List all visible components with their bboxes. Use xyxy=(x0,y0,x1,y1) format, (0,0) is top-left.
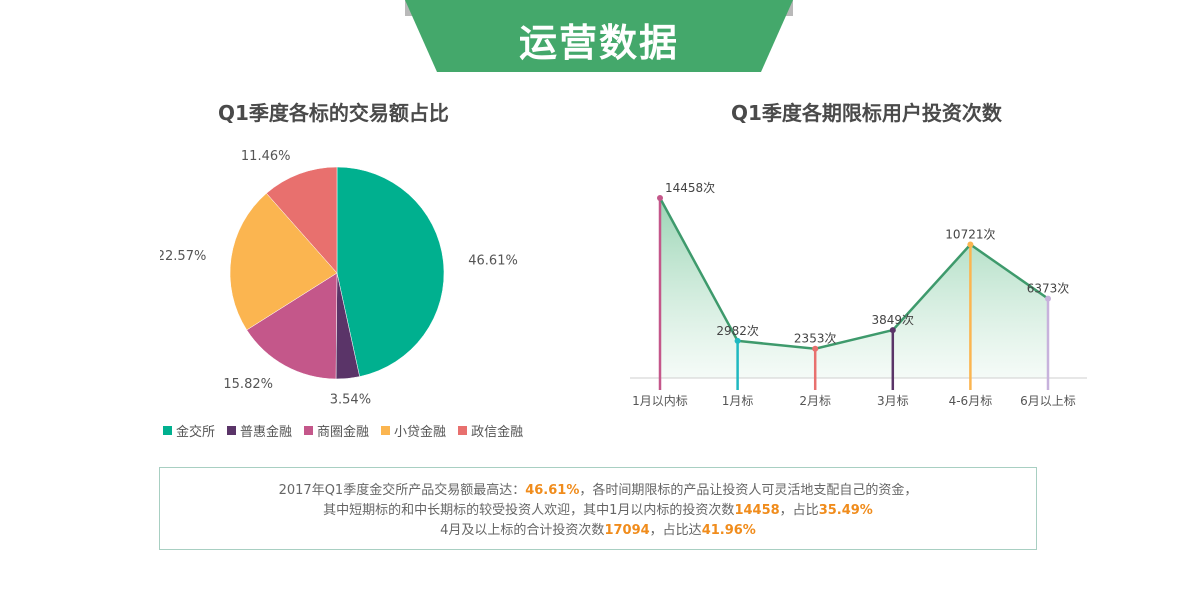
summary-text: 2017年Q1季度金交所产品交易额最高达： xyxy=(278,483,526,498)
summary-text: ，各时间期限标的产品让投资人可灵活地支配自己的资金， xyxy=(579,483,918,498)
legend-label: 普惠金融 xyxy=(240,425,293,440)
legend-swatch xyxy=(227,426,237,435)
summary-line-1: 2017年Q1季度金交所产品交易额最高达：46.61%，各时间期限标的产品让投资… xyxy=(160,481,1036,501)
data-point xyxy=(1045,295,1051,302)
legend-item: 小贷金融 xyxy=(381,421,446,440)
data-point xyxy=(889,327,896,334)
banner-shape xyxy=(405,0,793,72)
summary-highlight: 35.49% xyxy=(818,503,873,518)
x-tick-label: 6月以上标 xyxy=(1020,394,1076,408)
data-label: 6373次 xyxy=(1027,282,1070,296)
data-label: 2353次 xyxy=(794,332,837,346)
legend-item: 商圈金融 xyxy=(304,421,369,440)
pie-data-label: 15.82% xyxy=(223,377,273,392)
legend-label: 政信金融 xyxy=(471,425,524,440)
x-tick-label: 1月标 xyxy=(722,394,754,408)
legend-swatch xyxy=(458,426,468,435)
legend-item: 政信金融 xyxy=(458,421,523,440)
pie-data-label: 46.61% xyxy=(468,254,518,269)
legend-swatch xyxy=(163,426,172,435)
summary-highlight: 41.96% xyxy=(701,523,756,538)
summary-highlight: 14458 xyxy=(734,503,780,518)
summary-text: ，占比达 xyxy=(649,523,702,538)
summary-line-3: 4月及以上标的合计投资次数17094，占比达41.96% xyxy=(160,521,1036,541)
x-tick-label: 2月标 xyxy=(799,394,831,408)
x-tick-label: 4-6月标 xyxy=(949,394,993,408)
data-point xyxy=(967,241,974,248)
summary-text: ，占比 xyxy=(779,503,819,518)
legend-label: 小贷金融 xyxy=(394,425,447,440)
pie-slice xyxy=(246,272,338,380)
pie-slice xyxy=(266,166,338,274)
legend-item: 金交所 xyxy=(163,421,215,440)
summary-text: 4月及以上标的合计投资次数 xyxy=(440,523,605,538)
data-label: 3849次 xyxy=(872,313,915,327)
data-point xyxy=(734,337,741,344)
legend-swatch xyxy=(381,426,391,435)
summary-highlight: 46.61% xyxy=(525,483,580,498)
pie-data-label: 22.57% xyxy=(160,249,206,264)
area-fill xyxy=(660,198,1048,378)
legend-label: 商圈金融 xyxy=(317,425,370,440)
pie-slice xyxy=(336,166,445,377)
pie-data-label: 3.54% xyxy=(330,392,371,407)
pie-chart: 46.61% 3.54% 15.82% 22.57% 11.46% xyxy=(160,149,518,407)
data-label: 14458次 xyxy=(665,181,715,195)
data-label: 10721次 xyxy=(945,228,995,242)
line-chart-title: Q1季度各期限标用户投资次数 xyxy=(731,101,1002,125)
summary-text: 其中短期标的和中长期标的较受投资人欢迎，其中1月以内标的投资次数 xyxy=(323,503,735,518)
series-line xyxy=(658,197,1049,350)
pie-legend: 金交所 普惠金融 商圈金融 小贷金融 政信金融 xyxy=(163,421,523,440)
summary-highlight: 17094 xyxy=(604,523,650,538)
header-banner: 运营数据 xyxy=(405,0,793,72)
legend-swatch xyxy=(304,426,314,435)
pie-slice xyxy=(229,192,338,331)
data-label: 2982次 xyxy=(716,324,759,338)
x-tick-label: 3月标 xyxy=(877,394,909,408)
x-tick-label: 1月以内标 xyxy=(632,394,688,408)
summary-box: 2017年Q1季度金交所产品交易额最高达：46.61%，各时间期限标的产品让投资… xyxy=(159,467,1037,550)
page-title: 运营数据 xyxy=(518,21,679,65)
summary-line-2: 其中短期标的和中长期标的较受投资人欢迎，其中1月以内标的投资次数14458，占比… xyxy=(160,501,1036,521)
pie-data-label: 11.46% xyxy=(241,149,291,164)
legend-label: 金交所 xyxy=(176,425,216,440)
data-point xyxy=(812,345,819,352)
pie-chart-title: Q1季度各标的交易额占比 xyxy=(218,101,449,125)
data-point xyxy=(657,195,663,201)
legend-item: 普惠金融 xyxy=(227,421,292,440)
area-chart: 14458次 1月以内标 2982次 1月标 2353次 2月标 3849次 3月标 10721… xyxy=(630,181,1087,408)
